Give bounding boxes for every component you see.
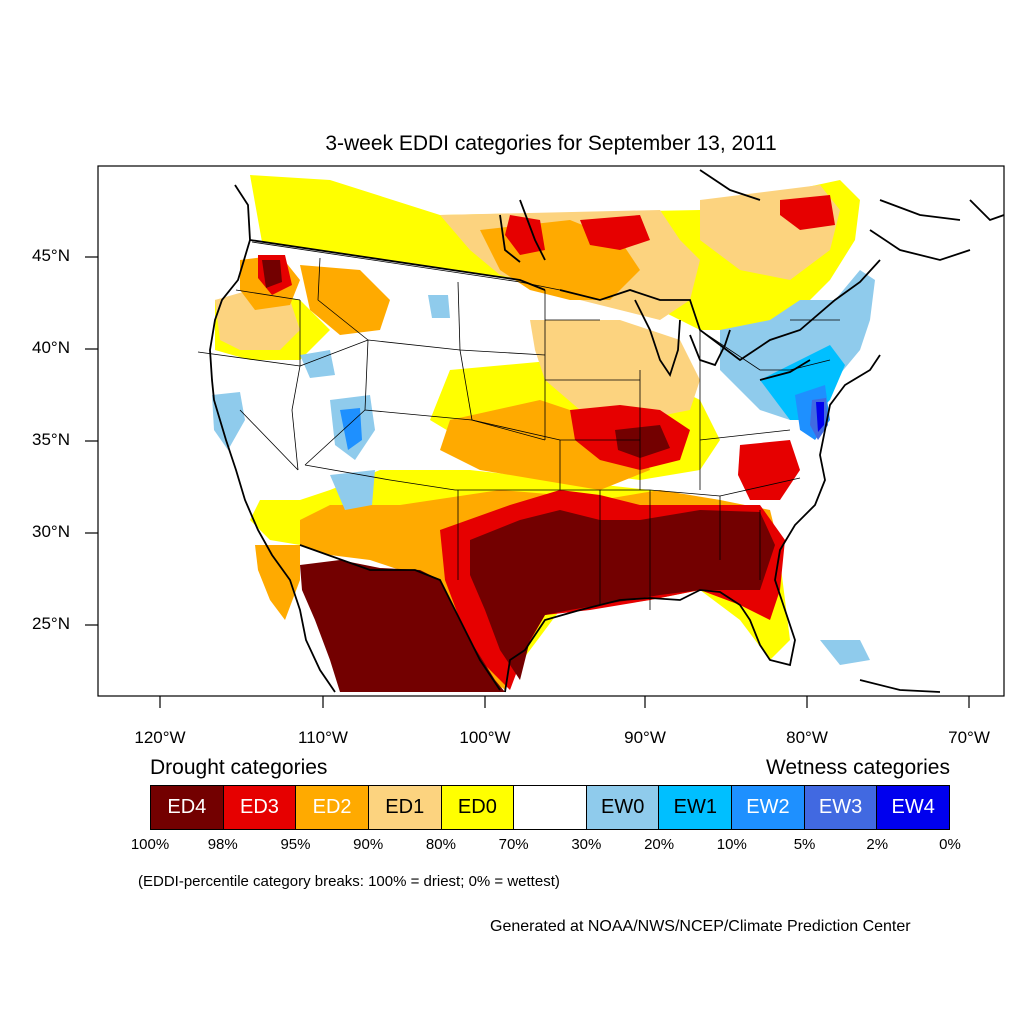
lat-label-35n: 35°N	[32, 430, 70, 449]
percentile-break-label: 98%	[207, 836, 238, 853]
percentile-break-label: 2%	[866, 836, 889, 853]
lat-label-30n: 30°N	[32, 522, 70, 541]
map-title: 3-week EDDI categories for September 13,…	[325, 132, 777, 155]
lat-label-25n: 25°N	[32, 614, 70, 633]
category-breaks-note: (EDDI-percentile category breaks: 100% =…	[138, 873, 560, 890]
percentile-break-label: 0%	[939, 836, 961, 853]
legend-swatch-ew2: EW2	[732, 786, 805, 829]
percentile-break-label: 5%	[793, 836, 816, 853]
legend-swatch-ew1: EW1	[659, 786, 733, 829]
credit-line: Generated at NOAA/NWS/NCEP/Climate Predi…	[490, 918, 911, 935]
category-legend: ED4 ED3 ED2 ED1 ED0 EW0 EW1 EW2 EW3 EW4	[150, 785, 950, 830]
legend-swatch-ed1: ED1	[368, 786, 442, 829]
lon-label-100w: 100°W	[459, 728, 511, 747]
legend-swatch-ed4: ED4	[151, 786, 224, 829]
drought-categories-heading: Drought categories	[150, 756, 328, 779]
wetness-categories-heading: Wetness categories	[765, 756, 950, 779]
percentile-break-label: 95%	[280, 836, 311, 853]
legend-swatch-ew0: EW0	[586, 786, 660, 829]
lon-label-120w: 120°W	[134, 728, 186, 747]
legend-swatch-ed0: ED0	[441, 786, 515, 829]
lat-label-40n: 40°N	[32, 338, 70, 357]
percentile-break-label: 100%	[130, 836, 170, 853]
legend-swatch-near-normal	[514, 786, 587, 829]
map-frame	[97, 165, 1005, 697]
legend-swatch-ew4: EW4	[877, 786, 950, 829]
legend-swatch-ed2: ED2	[296, 786, 369, 829]
lon-label-80w: 80°W	[786, 728, 828, 747]
legend-swatch-ed3: ED3	[223, 786, 297, 829]
percentile-break-label: 90%	[353, 836, 384, 853]
lon-label-70w: 70°W	[948, 728, 990, 747]
percentile-break-label: 70%	[498, 836, 529, 853]
percentile-break-label: 30%	[571, 836, 602, 853]
legend-swatch-ew3: EW3	[804, 786, 878, 829]
percentile-break-label: 10%	[716, 836, 747, 853]
percentile-break-label: 20%	[644, 836, 675, 853]
lon-label-110w: 110°W	[298, 728, 348, 747]
lat-label-45n: 45°N	[32, 246, 70, 265]
lon-label-90w: 90°W	[624, 728, 666, 747]
percentile-break-label: 80%	[425, 836, 456, 853]
